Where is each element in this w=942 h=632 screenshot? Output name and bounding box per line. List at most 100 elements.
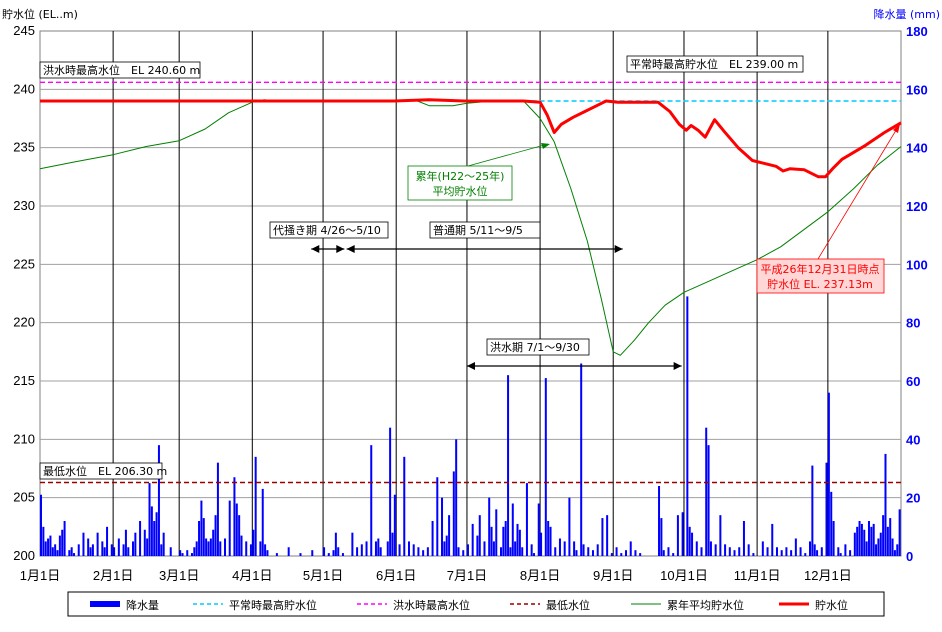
period-shiro-label: 代掻き期 4/26～5/10 (273, 223, 381, 237)
y-right-tick-label: 140 (906, 141, 928, 156)
arrow-head-left (346, 245, 355, 253)
legend-swatch-rain (90, 601, 120, 607)
rainfall-bar (667, 547, 670, 556)
y-left-axis-title: 貯水位 (EL..m) (2, 7, 78, 21)
rainfall-bar (775, 547, 778, 556)
rainfall-bar (42, 526, 45, 556)
y-right-tick-label: 20 (906, 491, 920, 506)
rainfall-bar (832, 521, 835, 556)
y-left-tick-label: 215 (13, 373, 35, 388)
avg-level-annotation: 累年(H22～25年) 平均貯水位 (407, 143, 550, 201)
rainfall-bar (82, 532, 85, 556)
avg-label-arrowhead (541, 143, 550, 149)
rainfall-bar (216, 462, 219, 556)
legend-label-rain: 降水量 (126, 598, 159, 612)
rainfall-bar (530, 544, 533, 556)
current-label-arrowhead (893, 124, 900, 133)
rainfall-bar (169, 547, 172, 556)
rainfall-bar (856, 526, 859, 556)
rainfall-bar (452, 471, 455, 556)
y-right-tick-label: 60 (906, 374, 920, 389)
rainfall-bar (398, 544, 401, 556)
rainfall-bar (615, 547, 618, 556)
rainfall-bar (77, 544, 80, 556)
rainfall-bar (672, 553, 675, 556)
rainfall-bar (134, 532, 137, 556)
rainfall-bar (504, 521, 507, 556)
legend: 降水量 平常時最高貯水位 洪水時最高水位 最低水位 累年平均貯水位 貯水位 (90, 598, 848, 612)
rainfall-bar (162, 532, 165, 556)
rainfall-bar (101, 541, 104, 556)
rainfall-bar (195, 541, 198, 556)
rainfall-bar (596, 544, 599, 556)
rainfall-bar (511, 503, 514, 556)
rainfall-bar (68, 550, 71, 556)
rainfall-bar (700, 547, 703, 556)
rainfall-bars (40, 296, 901, 556)
plot-area (39, 30, 902, 557)
rainfall-bar (91, 544, 94, 556)
arrow-head-left (311, 245, 320, 253)
rainfall-bar (886, 526, 889, 556)
flood-max-annotation: 洪水時最高水位 EL 240.60 m (39, 61, 201, 79)
rainfall-bar (724, 544, 727, 556)
rainfall-bar (87, 538, 90, 556)
rainfall-bar (49, 535, 52, 556)
rainfall-bar (478, 515, 481, 556)
rainfall-bar (728, 547, 731, 556)
rainfall-bar (70, 547, 73, 556)
rainfall-bar (799, 547, 802, 556)
rainfall-bar (695, 541, 698, 556)
legend-label-level: 貯水位 (815, 598, 848, 612)
rainfall-bar (146, 538, 149, 556)
rainfall-bar (893, 550, 896, 556)
rainfall-bar (521, 547, 524, 556)
rainfall-bar (377, 538, 380, 556)
rainfall-bar (327, 553, 330, 556)
rainfall-bar (662, 550, 665, 556)
rainfall-bar (889, 518, 892, 556)
rainfall-bar (849, 550, 852, 556)
rainfall-bar (844, 544, 847, 556)
y-right-tick-label: 40 (906, 432, 920, 447)
rainfall-bar (412, 544, 415, 556)
x-tick-label: 2月1日 (93, 568, 133, 583)
rainfall-bar (131, 541, 135, 556)
rainfall-bar (872, 523, 875, 556)
rainfall-bar (157, 445, 160, 556)
rainfall-bar (714, 544, 717, 556)
rainfall-bar (233, 477, 236, 556)
period-normal-label: 普通期 5/11～9/5 (433, 223, 523, 237)
rainfall-bar (568, 497, 571, 556)
rainfall-bar (658, 486, 661, 556)
rainfall-bar (113, 547, 116, 556)
period-flood-arrow (466, 362, 682, 370)
rainfall-bar (245, 541, 248, 556)
y-right-tick-label: 180 (906, 24, 928, 39)
rainfall-bar (259, 541, 262, 556)
rainfall-bar (516, 523, 519, 556)
rainfall-bar (558, 538, 561, 556)
rainfall-bar (179, 550, 182, 556)
y-right-tick-label: 80 (906, 316, 920, 331)
rainfall-bar (877, 538, 880, 556)
arrow-head-right (336, 245, 345, 253)
rainfall-bar (332, 550, 335, 556)
rainfall-bar (266, 550, 269, 556)
rainfall-bar (820, 547, 823, 556)
rainfall-bar (863, 529, 866, 556)
period-shiro: 代掻き期 4/26～5/10 (269, 221, 389, 253)
x-tick-label: 10月1日 (660, 568, 708, 583)
x-tick-label: 6月1日 (376, 568, 416, 583)
rainfall-bar (738, 547, 741, 556)
rainfall-bar (537, 503, 540, 556)
rainfall-bar (51, 547, 54, 556)
rainfall-bar (686, 296, 689, 556)
rainfall-bar (681, 512, 684, 556)
arrow-head-right (673, 362, 682, 370)
rainfall-bar (122, 544, 125, 556)
period-flood: 洪水期 7/1～9/30 (466, 338, 682, 370)
rainfall-bar (155, 512, 158, 556)
rainfall-bar (780, 550, 783, 556)
legend-box (67, 591, 885, 617)
